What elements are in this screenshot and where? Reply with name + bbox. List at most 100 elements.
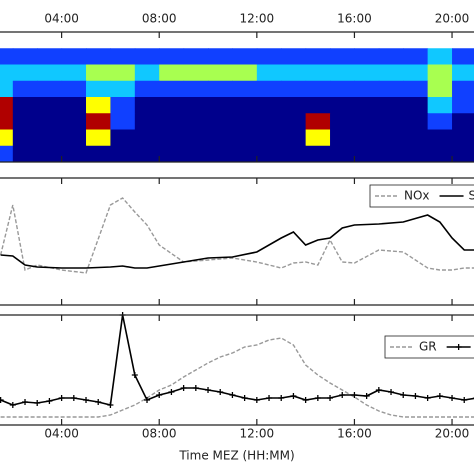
heat-cell <box>330 145 355 163</box>
heat-cell <box>452 145 474 163</box>
heat-cell <box>12 64 38 82</box>
heat-cell <box>256 80 282 98</box>
series-marker <box>46 398 53 404</box>
heat-cell <box>403 80 429 98</box>
heat-cell <box>330 113 355 130</box>
heat-cell <box>305 113 331 130</box>
heat-cell <box>159 64 185 82</box>
heat-cell <box>134 32 160 49</box>
heat-cell <box>86 64 111 82</box>
x-tick-label: 12:00 <box>240 427 275 441</box>
heat-cell <box>12 80 38 98</box>
heat-cell <box>159 97 185 114</box>
heat-cell <box>305 97 331 114</box>
heat-cell <box>208 64 233 82</box>
series-line <box>0 214 474 269</box>
heat-cell <box>281 129 307 147</box>
heat-cell <box>452 48 474 65</box>
heat-cell <box>208 97 233 114</box>
heat-cell <box>256 64 282 82</box>
series-marker <box>314 395 321 401</box>
series-marker <box>34 400 41 406</box>
heat-cell <box>61 64 87 82</box>
x-axis-label: Time MEZ (HH:MM) <box>178 449 294 463</box>
heat-cell <box>37 64 63 82</box>
heat-cell <box>12 48 38 65</box>
series-marker <box>131 372 138 378</box>
heat-cell <box>452 64 474 82</box>
x-tick-label: 16:00 <box>337 12 372 26</box>
series-marker <box>436 393 443 399</box>
series-marker <box>180 385 187 391</box>
heat-cell <box>427 145 453 163</box>
x-tick-label: 20:00 <box>435 427 470 441</box>
series-marker <box>327 395 334 401</box>
heat-cell <box>427 32 453 49</box>
series-marker <box>351 392 358 398</box>
heat-cell <box>61 145 87 163</box>
heat-cell <box>134 64 160 82</box>
heat-cell <box>183 113 209 130</box>
heat-cell <box>403 64 429 82</box>
heat-cell <box>452 113 474 130</box>
heat-cell <box>403 97 429 114</box>
heat-cell <box>37 32 63 49</box>
heat-cell <box>452 97 474 114</box>
series-marker <box>168 389 175 395</box>
heat-cell <box>354 97 380 114</box>
series-marker <box>412 393 419 399</box>
series-marker <box>144 397 151 403</box>
heat-cell <box>86 113 111 130</box>
heat-cell <box>403 113 429 130</box>
heat-cell <box>427 97 453 114</box>
heat-cell <box>232 64 258 82</box>
heat-cell <box>183 48 209 65</box>
heat-cell <box>37 129 63 147</box>
heat-cell <box>354 48 380 65</box>
heat-cell <box>427 129 453 147</box>
heat-cell <box>354 113 380 130</box>
heat-cell <box>305 32 331 49</box>
heat-cell <box>403 129 429 147</box>
heat-cell <box>232 32 258 49</box>
heat-cell <box>305 129 331 147</box>
series-marker <box>424 395 431 401</box>
heat-cell <box>159 32 185 49</box>
heat-cell <box>183 129 209 147</box>
x-tick-label: 12:00 <box>240 12 275 26</box>
heat-cell <box>12 32 38 49</box>
heat-cell <box>86 48 111 65</box>
heat-cell <box>110 145 136 163</box>
legend-label: GR <box>419 340 437 354</box>
heat-cell <box>232 48 258 65</box>
heat-cell <box>110 129 136 147</box>
heat-cell <box>134 113 160 130</box>
heat-cell <box>354 80 380 98</box>
heat-cell <box>37 97 63 114</box>
heat-cell <box>134 80 160 98</box>
heat-cell <box>61 32 87 49</box>
heat-cell <box>305 145 331 163</box>
series-marker <box>70 395 77 401</box>
heat-cell <box>159 129 185 147</box>
heat-cell <box>110 97 136 114</box>
heat-cell <box>281 97 307 114</box>
heat-cell <box>281 113 307 130</box>
heat-cell <box>0 113 14 130</box>
heat-cell <box>37 145 63 163</box>
heat-cell <box>330 64 355 82</box>
heat-cell <box>378 48 404 65</box>
heat-cell <box>12 145 38 163</box>
heat-cell <box>0 48 14 65</box>
heat-cell <box>305 48 331 65</box>
x-tick-label: 16:00 <box>337 427 372 441</box>
heat-cell <box>281 145 307 163</box>
heat-cell <box>403 145 429 163</box>
heat-cell <box>330 32 355 49</box>
heat-cell <box>256 145 282 163</box>
x-tick-label: 08:00 <box>142 12 177 26</box>
legend-box <box>384 335 474 359</box>
heat-cell <box>378 113 404 130</box>
series-marker <box>363 393 370 399</box>
heat-cell <box>159 80 185 98</box>
